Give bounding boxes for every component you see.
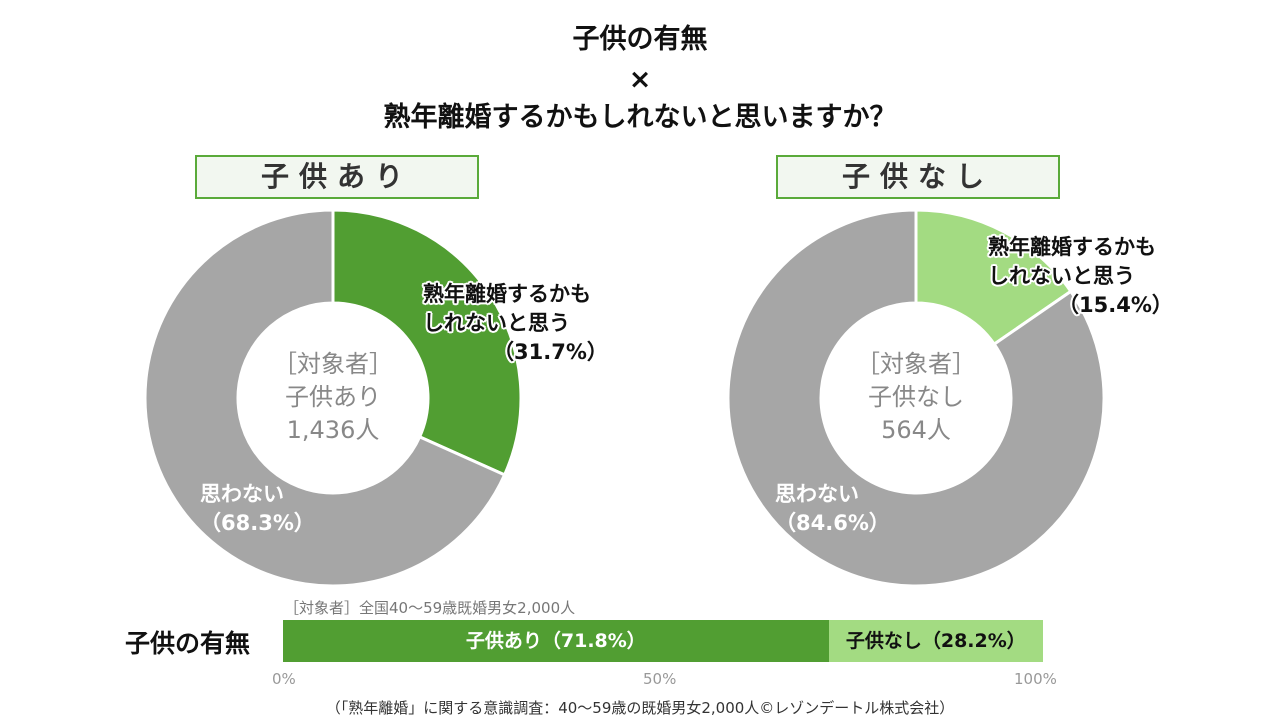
label-line: （84.6%） — [775, 511, 890, 535]
bar-title: 子供の有無 — [125, 629, 251, 658]
donut1-no-label: 思わない （68.3%） — [200, 480, 315, 538]
donut1-center-line: 1,436人 — [286, 416, 380, 444]
donut2-slice-no — [726, 208, 1106, 588]
title-line1: 子供の有無 — [572, 24, 708, 55]
donut1-center-text: ［対象者］ 子供あり 1,436人 — [233, 348, 433, 447]
label-line: （15.4%） — [1058, 293, 1173, 317]
donut2-center-line: ［対象者］ — [856, 350, 976, 378]
bar-note: ［対象者］全国40～59歳既婚男女2,000人 — [284, 599, 576, 617]
title-line3: 熟年離婚するかもしれないと思いますか？ — [383, 102, 897, 133]
x-tick: 50% — [643, 670, 677, 688]
donut2-center-line: 564人 — [881, 416, 951, 444]
label-line: （31.7%） — [493, 340, 608, 364]
donut1-yes-label: 熟年離婚するかも しれないと思う （31.7%） — [423, 280, 608, 367]
label-line: （68.3%） — [200, 511, 315, 535]
bar-segment-with-children: 子供あり（71.8%） — [283, 620, 829, 662]
label-line: 熟年離婚するかも — [423, 282, 591, 306]
label-line: 熟年離婚するかも — [988, 235, 1156, 259]
label-line: 思わない — [200, 482, 284, 506]
donut2-no-label: 思わない （84.6%） — [775, 480, 890, 538]
donut2-center-line: 子供なし — [868, 383, 964, 411]
donut2-yes-label: 熟年離婚するかも しれないと思う （15.4%） — [988, 233, 1173, 320]
donut1-center-line: 子供あり — [285, 383, 381, 411]
title-line2: × — [628, 64, 652, 95]
label-line: しれないと思う — [423, 311, 570, 335]
label-line: 思わない — [775, 482, 859, 506]
bar-segment-without-children: 子供なし（28.2%） — [828, 620, 1043, 662]
x-tick: 0% — [272, 670, 296, 688]
group-header-with-children: 子供あり — [195, 155, 479, 199]
donut2-center-text: ［対象者］ 子供なし 564人 — [816, 348, 1016, 447]
donut1-slice-yes — [331, 208, 523, 477]
donut1-slice-no — [143, 208, 507, 588]
group-header-without-children: 子供なし — [776, 155, 1060, 199]
donut1-center-line: ［対象者］ — [273, 350, 393, 378]
label-line: しれないと思う — [988, 264, 1135, 288]
footer-source: （「熟年離婚」に関する意識調査：40～59歳の既婚男女2,000人©レゾンデート… — [325, 699, 955, 717]
x-tick: 100% — [1014, 670, 1057, 688]
